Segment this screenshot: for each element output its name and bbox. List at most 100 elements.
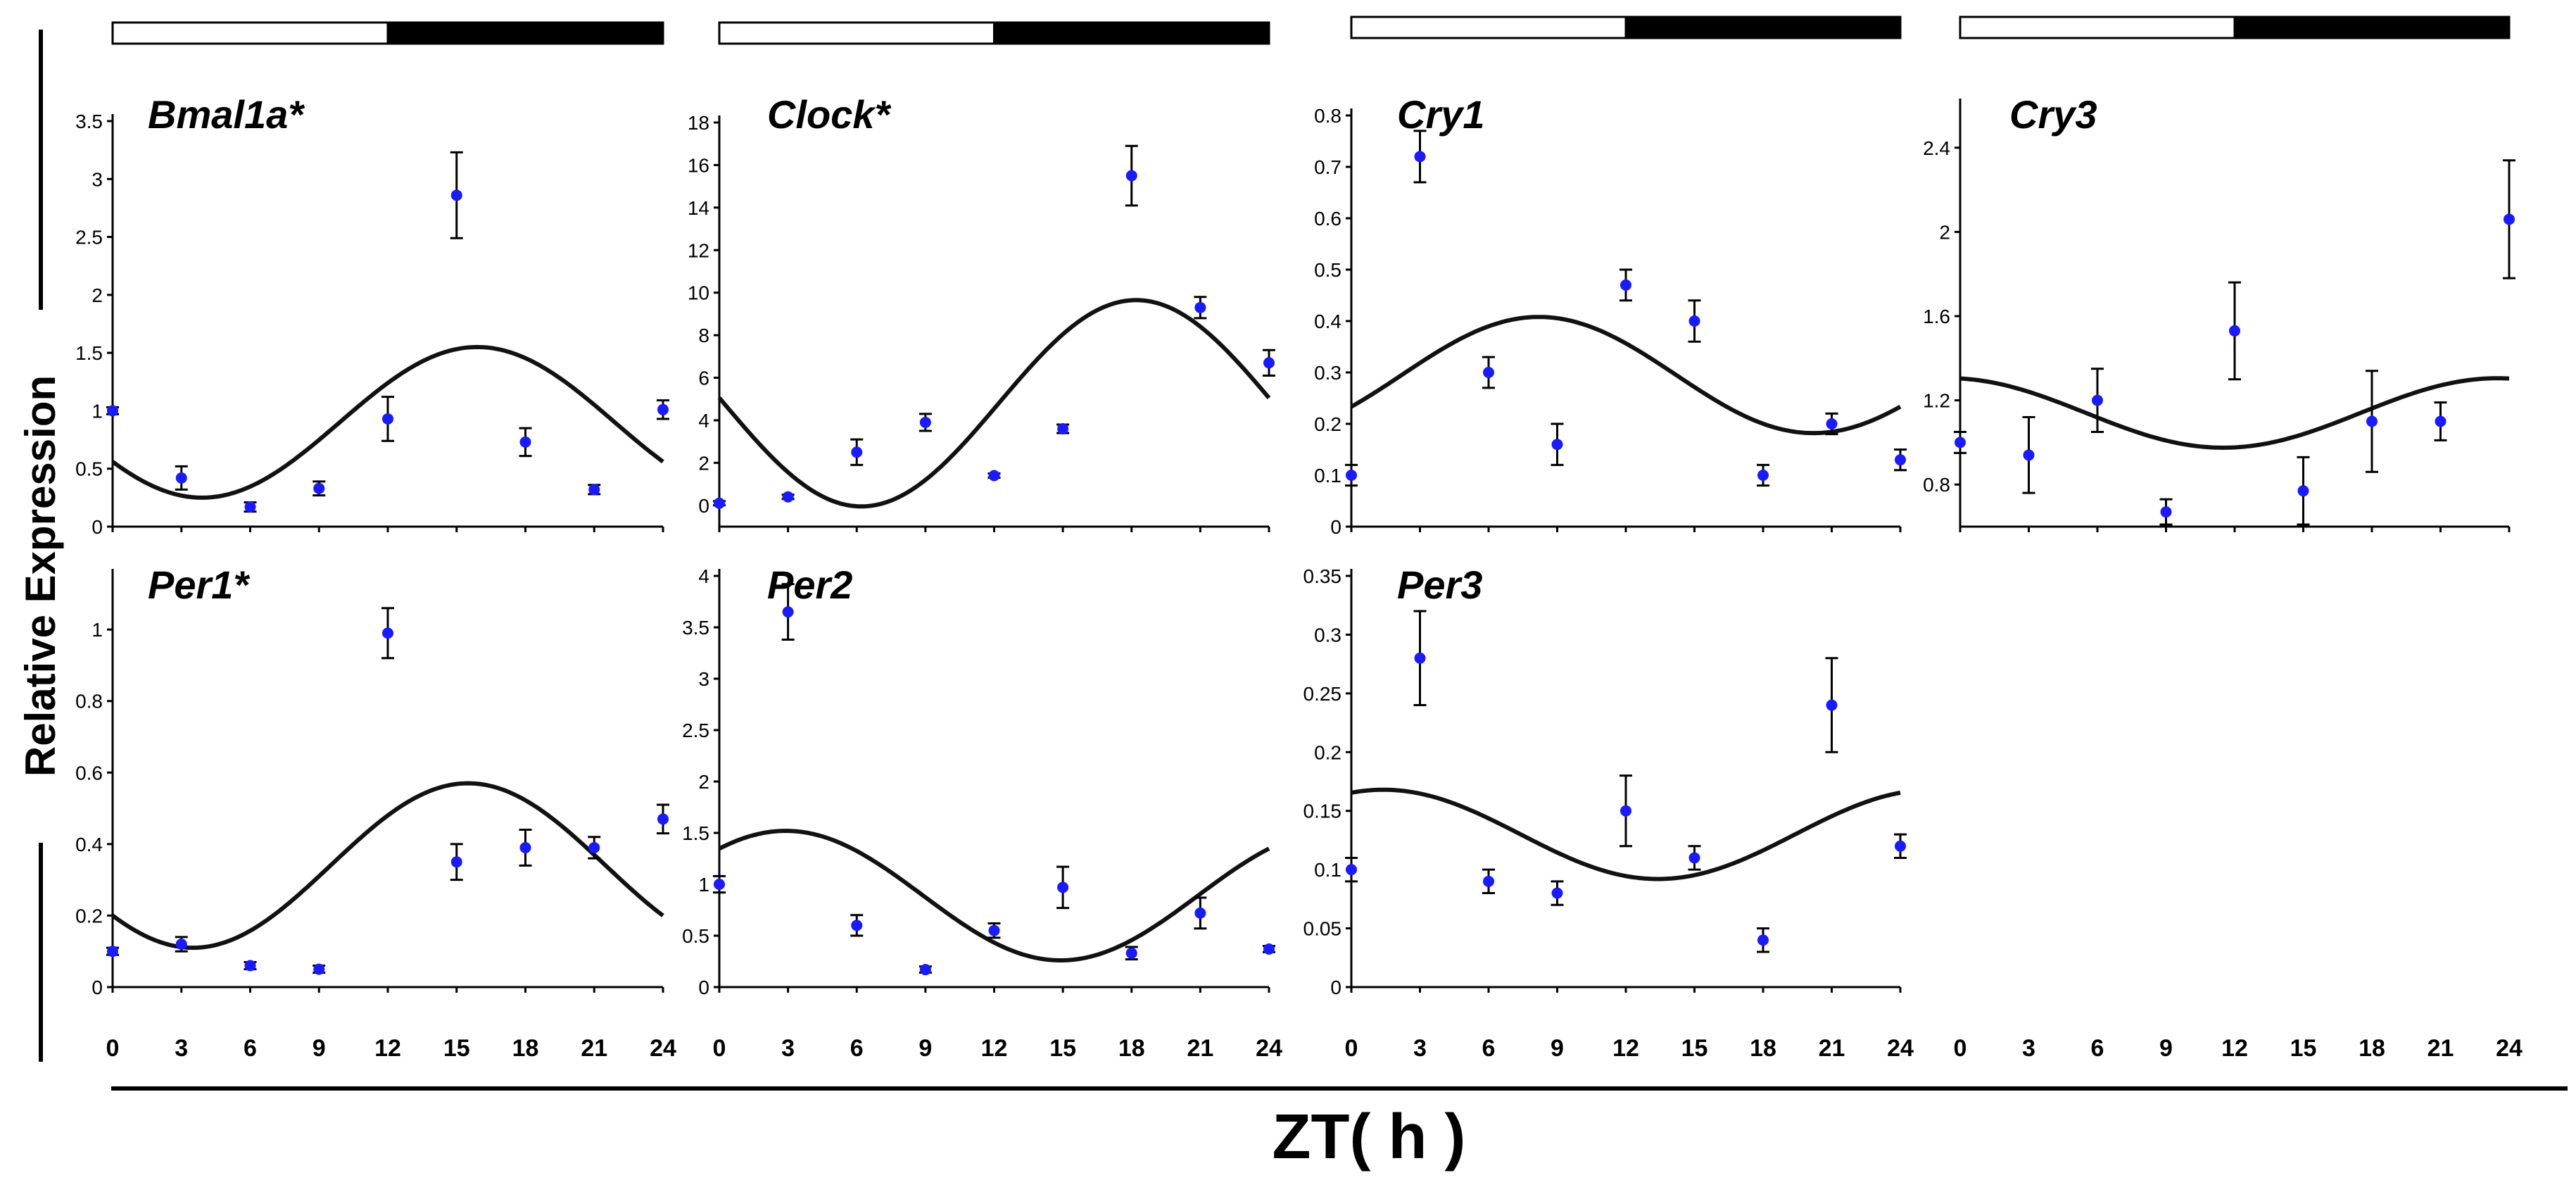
- data-point: [1688, 315, 1700, 327]
- data-point: [313, 963, 325, 975]
- data-point: [244, 960, 256, 972]
- data-point: [782, 606, 794, 618]
- x-tick-label: 21: [581, 1035, 607, 1062]
- data-point: [919, 964, 931, 976]
- data-point: [1483, 875, 1494, 887]
- data-point: [657, 403, 669, 415]
- y-tick-label: 0.4: [75, 834, 103, 855]
- y-tick-label: 0.7: [1314, 156, 1341, 178]
- y-tick-label: 0.8: [1314, 105, 1341, 127]
- x-tick-label: 0: [713, 1035, 726, 1062]
- data-point: [851, 446, 863, 458]
- data-point: [519, 841, 531, 853]
- x-tick-label: 6: [244, 1035, 257, 1062]
- panel-title: Bmal1a*: [148, 92, 305, 137]
- y-tick-label: 0.3: [1314, 624, 1341, 646]
- x-tick-label: 9: [312, 1035, 326, 1062]
- x-tick-label: 15: [1049, 1035, 1076, 1062]
- y-tick-label: 0.6: [1314, 208, 1341, 230]
- data-point: [1194, 301, 1206, 313]
- data-point: [1057, 423, 1069, 435]
- data-point: [2504, 213, 2515, 225]
- y-tick-label: 0.5: [75, 458, 103, 480]
- dark-period-bar: [2233, 15, 2511, 39]
- data-point: [382, 627, 393, 639]
- panel-0: 0 0.5 1 1.5 2 2.5 3 3.5 Bmal1a*: [75, 21, 669, 538]
- y-tick-label: 6: [698, 368, 709, 389]
- y-tick-label: 12: [688, 239, 709, 261]
- light-period-bar: [1350, 15, 1627, 39]
- y-tick-label: 1: [698, 874, 709, 896]
- data-point: [1125, 947, 1137, 959]
- x-tick-label: 24: [1887, 1035, 1914, 1062]
- y-tick-label: 2.4: [1923, 137, 1950, 159]
- data-point: [2366, 415, 2378, 427]
- y-tick-label: 1: [91, 400, 103, 422]
- x-tick-label: 3: [2022, 1035, 2035, 1062]
- x-tick-label: 6: [1482, 1035, 1496, 1062]
- y-tick-label: 0: [698, 495, 709, 517]
- dark-period-bar: [386, 21, 664, 45]
- y-tick-label: 0: [1330, 977, 1341, 998]
- data-point: [1895, 454, 1906, 466]
- data-point: [1414, 652, 1426, 664]
- y-tick-label: 2.5: [682, 720, 709, 741]
- x-tick-label: 15: [2290, 1035, 2317, 1062]
- y-tick-label: 0: [91, 516, 103, 538]
- x-tick-label: 21: [1187, 1035, 1213, 1062]
- data-point: [1757, 934, 1769, 946]
- data-point: [988, 924, 1000, 936]
- data-point: [1826, 418, 1838, 429]
- panel-4: 0 0.2 0.4 0.6 0.8 1 0 3 6 9 12 15 18 21 24 Per1*: [75, 563, 676, 1062]
- data-point: [714, 879, 725, 890]
- data-point: [382, 413, 393, 425]
- y-tick-label: 0: [1330, 516, 1341, 538]
- y-tick-label: 10: [688, 282, 709, 304]
- y-tick-label: 2: [91, 284, 103, 306]
- panel-2: 0 0.1 0.2 0.3 0.4 0.5 0.6 0.7 0.8 Cry1: [1314, 15, 1907, 538]
- y-tick-label: 0.05: [1303, 918, 1342, 940]
- y-tick-label: 0.35: [1303, 565, 1342, 587]
- data-point: [1620, 279, 1631, 291]
- panel-title: Per1*: [148, 563, 250, 607]
- x-tick-label: 0: [1954, 1035, 1967, 1062]
- data-point: [1620, 805, 1631, 817]
- y-tick-label: 0.8: [1923, 474, 1950, 496]
- fit-curve: [1351, 787, 1901, 881]
- y-axis-label: Relative Expression: [17, 375, 64, 777]
- x-tick-label: 9: [1551, 1035, 1564, 1062]
- data-point: [588, 484, 600, 496]
- y-tick-label: 8: [698, 325, 709, 346]
- x-tick-label: 18: [1750, 1035, 1776, 1062]
- y-tick-label: 1: [91, 619, 103, 641]
- y-tick-label: 0.6: [75, 762, 103, 784]
- y-tick-label: 1.5: [75, 342, 103, 364]
- data-point: [107, 946, 118, 958]
- light-period-bar: [1959, 15, 2236, 39]
- y-tick-label: 14: [688, 197, 709, 219]
- x-tick-label: 18: [2359, 1035, 2385, 1062]
- data-point: [1125, 170, 1137, 182]
- x-tick-label: 12: [1612, 1035, 1639, 1062]
- x-tick-label: 15: [443, 1035, 470, 1062]
- fit-curve: [1959, 376, 2510, 450]
- data-point: [2160, 506, 2172, 518]
- data-point: [519, 436, 531, 448]
- x-tick-label: 9: [2159, 1035, 2173, 1062]
- y-tick-label: 2.5: [75, 227, 103, 249]
- data-point: [107, 405, 118, 417]
- dark-period-bar: [1624, 15, 1902, 39]
- y-tick-label: 0.25: [1303, 683, 1342, 705]
- data-point: [450, 856, 462, 868]
- y-tick-label: 2: [698, 771, 709, 793]
- data-point: [657, 813, 669, 825]
- data-point: [782, 491, 794, 503]
- data-point: [714, 497, 725, 509]
- panel-title: Cry3: [2009, 92, 2097, 137]
- y-tick-label: 0.3: [1314, 362, 1341, 384]
- y-tick-label: 2: [698, 452, 709, 474]
- light-period-bar: [718, 21, 995, 45]
- x-tick-label: 18: [1118, 1035, 1145, 1062]
- y-tick-label: 16: [688, 154, 709, 176]
- y-tick-label: 0.1: [1314, 859, 1341, 881]
